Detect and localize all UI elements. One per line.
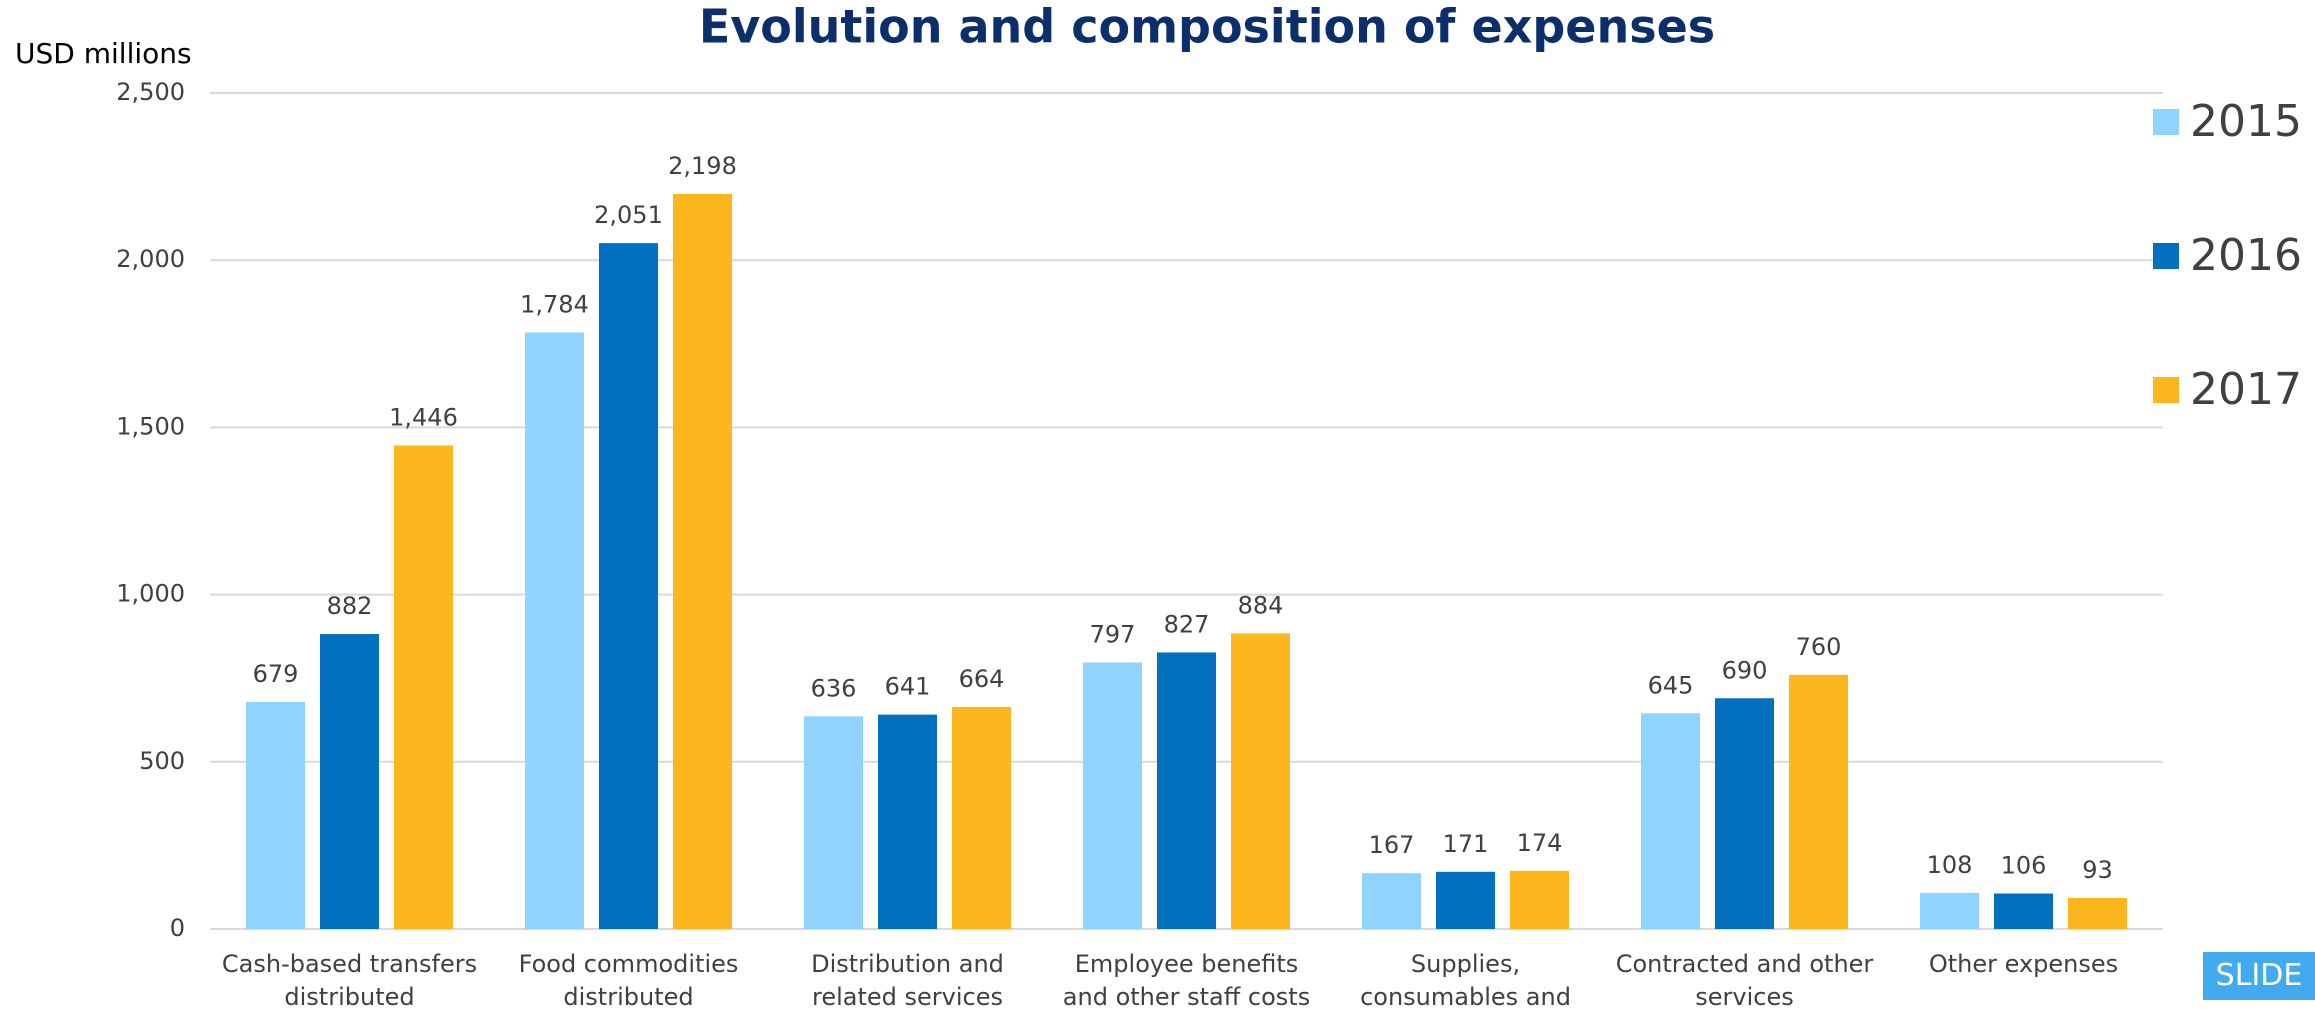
slide-button[interactable]: SLIDE (2203, 952, 2315, 1000)
bar (1083, 662, 1142, 929)
y-tick-label: 1,000 (116, 580, 185, 608)
bar (320, 634, 379, 929)
legend-swatch (2153, 377, 2179, 403)
data-label: 171 (1443, 830, 1489, 858)
bar (952, 706, 1011, 929)
data-label: 884 (1238, 591, 1284, 619)
data-label: 645 (1648, 671, 1694, 699)
x-tick-label: Supplies, consumables and other running … (1360, 950, 1571, 1009)
bar (1157, 652, 1216, 929)
legend-label: 2015 (2190, 96, 2302, 147)
data-label: 690 (1722, 656, 1768, 684)
y-tick-label: 2,500 (116, 78, 185, 106)
data-label: 882 (327, 592, 373, 620)
data-label: 106 (2001, 852, 2047, 880)
data-label: 664 (959, 665, 1005, 693)
y-tick-label: 500 (139, 747, 185, 775)
bar (2068, 897, 2127, 929)
x-tick-label: Food commodities distributed (518, 950, 739, 1009)
bar (1789, 674, 1848, 929)
legend-swatch (2153, 109, 2179, 135)
legend-swatch (2153, 243, 2179, 269)
x-tick-label: Cash-based transfers distributed (221, 950, 478, 1009)
data-label: 679 (253, 660, 299, 688)
bar (246, 701, 305, 929)
bar (1920, 892, 1979, 929)
bar (1715, 698, 1774, 929)
data-label: 827 (1164, 610, 1210, 638)
bar (878, 714, 937, 929)
bar (673, 193, 732, 930)
x-tick-label: Distribution and related services (811, 950, 1004, 1009)
bar (804, 716, 863, 929)
chart-title: Evolution and composition of expenses (699, 0, 1715, 54)
bar (525, 332, 584, 929)
bar (1231, 633, 1290, 929)
x-tick-label: Contracted and other services (1615, 950, 1874, 1009)
y-tick-label: 1,500 (116, 412, 185, 440)
bar (1994, 893, 2053, 929)
bar (1641, 713, 1700, 929)
legend-label: 2016 (2190, 230, 2302, 281)
data-label: 641 (885, 673, 931, 701)
data-label: 167 (1369, 831, 1415, 859)
y-axis-label: USD millions (15, 37, 192, 70)
bar (1362, 873, 1421, 929)
data-label: 108 (1927, 851, 1973, 879)
data-label: 1,446 (389, 403, 458, 431)
data-label: 797 (1090, 620, 1136, 648)
y-tick-label: 0 (170, 914, 185, 942)
data-label: 174 (1517, 829, 1563, 857)
x-tick-label: Employee benefits and other staff costs (1062, 950, 1311, 1009)
bar (1436, 871, 1495, 929)
bar (1510, 870, 1569, 929)
legend-label: 2017 (2190, 364, 2302, 415)
bar (394, 445, 453, 929)
bar (599, 243, 658, 929)
x-tick-label: Other expenses (1928, 950, 2119, 978)
data-label: 1,784 (520, 290, 589, 318)
data-label: 636 (811, 674, 857, 702)
data-label: 2,198 (668, 152, 737, 180)
data-label: 93 (2082, 856, 2113, 884)
y-tick-label: 2,000 (116, 245, 185, 273)
data-label: 760 (1796, 633, 1842, 661)
data-label: 2,051 (594, 201, 663, 229)
